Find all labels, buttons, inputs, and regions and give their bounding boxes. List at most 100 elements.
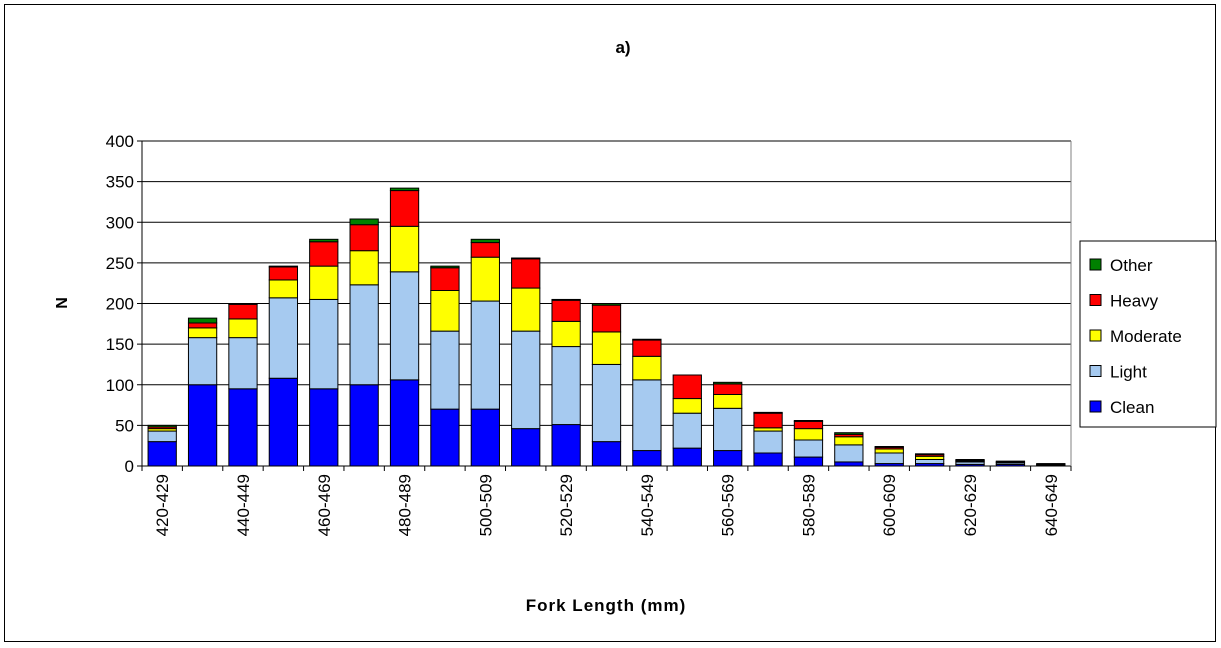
bar-segment-light: [147, 430, 177, 443]
bar-segment-light: [672, 412, 702, 449]
bar-segment-clean: [753, 452, 783, 467]
bar-segment-light: [793, 439, 824, 458]
bar-segment-heavy: [632, 339, 662, 357]
x-tick-label: 540-549: [638, 474, 657, 536]
bar-segment-moderate: [793, 428, 824, 441]
bar-segment-other: [955, 459, 985, 461]
bar-segment-light: [349, 284, 379, 386]
bar-segment-light: [834, 444, 864, 463]
bar-segment-heavy: [1036, 463, 1066, 465]
y-tick-label: 50: [115, 416, 134, 435]
bar-segment-clean: [228, 388, 258, 467]
bar-segment-other: [753, 411, 783, 414]
bar-segment-light: [551, 346, 581, 426]
bar-segment-light: [268, 297, 299, 379]
x-tick-label: 520-529: [557, 474, 576, 536]
bar-segment-moderate: [672, 398, 702, 414]
bar-segment-clean: [793, 456, 824, 467]
legend: Other Heavy Moderate Light Clean: [1079, 240, 1217, 428]
bar-segment-other: [591, 303, 622, 306]
bar-segment-clean: [672, 447, 702, 467]
bar-segment-moderate: [632, 355, 662, 381]
legend-swatch-other: [1089, 258, 1102, 271]
bar-segment-moderate: [470, 256, 500, 302]
x-tick-label: 440-449: [234, 474, 253, 536]
x-axis-label: Fork Length (mm): [526, 596, 687, 615]
bar-segment-light: [228, 337, 258, 390]
bar-segment-heavy: [713, 383, 743, 395]
bar-segment-moderate: [268, 279, 299, 299]
bar-segment-other: [309, 238, 339, 243]
bar-segment-other: [995, 460, 1026, 463]
bar-segment-light: [591, 363, 622, 443]
bar-segment-other: [551, 298, 581, 301]
x-tick-label: 420-429: [153, 474, 172, 536]
bar-segment-heavy: [753, 412, 783, 429]
bar-segment-moderate: [430, 290, 460, 332]
bar-segment-light: [430, 330, 460, 410]
bar-segment-other: [470, 238, 500, 244]
bar-segment-other: [834, 432, 864, 435]
bar-segment-heavy: [793, 420, 824, 430]
bar-segment-light: [914, 459, 945, 465]
bar-segment-light: [187, 337, 218, 386]
x-tick-label: 640-649: [1042, 474, 1061, 536]
bar-segment-heavy: [470, 242, 500, 258]
bar-segment-clean: [430, 408, 460, 467]
bar-segment-clean: [309, 388, 339, 467]
x-tick-label: 620-629: [961, 474, 980, 536]
bar-segment-light: [309, 298, 339, 390]
bar-segment-other: [793, 420, 824, 422]
bar-segment-clean: [591, 441, 622, 467]
legend-swatch-heavy: [1089, 294, 1102, 306]
bar-segment-heavy: [228, 303, 258, 320]
bar-segment-clean: [389, 379, 420, 467]
bar-segment-heavy: [672, 374, 702, 400]
bar-segment-moderate: [309, 265, 339, 300]
bar-segment-light: [874, 452, 904, 465]
bar-segment-other: [914, 453, 945, 456]
bar-segment-other: [389, 187, 420, 192]
bar-segment-clean: [187, 384, 218, 467]
bar-segment-other: [874, 446, 904, 448]
y-tick-label: 350: [106, 173, 134, 192]
bar-segment-moderate: [187, 327, 218, 339]
bar-segment-heavy: [187, 322, 218, 329]
bar-segment-other: [430, 265, 460, 269]
y-tick-label: 100: [106, 376, 134, 395]
bar-segment-light: [389, 271, 420, 381]
bar-segment-clean: [834, 461, 864, 467]
bar-segment-moderate: [834, 436, 864, 446]
bar-segment-other: [268, 265, 299, 268]
bar-segment-moderate: [874, 448, 904, 454]
bar-segment-moderate: [713, 394, 743, 409]
bar-segment-light: [713, 407, 743, 452]
y-tick-label: 0: [125, 457, 134, 476]
bar-segment-other: [187, 317, 218, 324]
legend-label-heavy: Heavy: [1110, 292, 1159, 311]
bar-segment-light: [753, 430, 783, 454]
bar-segment-other: [511, 257, 541, 260]
bar-segment-other: [147, 424, 177, 428]
bar-segment-clean: [713, 450, 743, 467]
bar-segment-clean: [511, 428, 541, 467]
bar-segment-clean: [147, 441, 177, 467]
legend-label-clean: Clean: [1110, 398, 1154, 417]
bar-segment-clean: [551, 424, 581, 467]
y-tick-label: 200: [106, 295, 134, 314]
bar-segment-other: [349, 218, 379, 226]
x-tick-label: 460-469: [315, 474, 334, 536]
x-tick-label: 480-489: [396, 474, 415, 536]
legend-box: [1079, 240, 1217, 428]
x-tick-label: 560-569: [719, 474, 738, 536]
legend-label-moderate: Moderate: [1110, 327, 1182, 346]
bar-segment-moderate: [349, 250, 379, 286]
bar-segment-light: [511, 330, 541, 430]
bar-segment-moderate: [511, 287, 541, 332]
bar-segment-heavy: [430, 267, 460, 291]
x-tick-label: 580-589: [799, 474, 818, 536]
legend-swatch-moderate: [1089, 329, 1102, 342]
bar-segment-clean: [470, 408, 500, 467]
bar-segment-other: [713, 381, 743, 385]
